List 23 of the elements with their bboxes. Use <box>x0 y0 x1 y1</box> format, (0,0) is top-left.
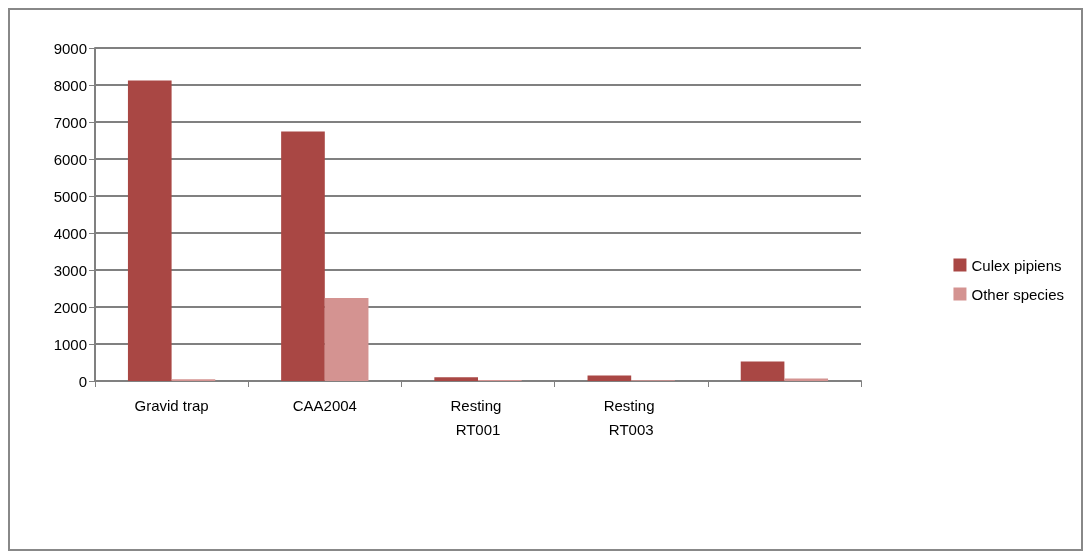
bar <box>324 298 369 381</box>
bar <box>740 361 785 381</box>
x-tick-label: Resting RT001 <box>450 396 506 438</box>
y-tick-label: 9000 <box>53 39 87 57</box>
y-tick-label: 8000 <box>53 76 87 94</box>
y-tick-label: 3000 <box>53 261 87 279</box>
legend-label: Culex pipiens <box>971 256 1062 274</box>
bar <box>784 378 829 381</box>
bar <box>587 375 632 381</box>
x-tick-label: Resting RT003 <box>603 396 659 438</box>
y-tick-label: 6000 <box>53 150 87 168</box>
y-tick-label: 0 <box>78 372 87 390</box>
y-tick-label: 4000 <box>53 224 87 242</box>
bar <box>434 377 478 381</box>
y-tick-label: 1000 <box>53 335 87 353</box>
legend-label: Other species <box>971 285 1065 303</box>
y-tick-label: 2000 <box>53 298 87 316</box>
bar <box>127 80 172 381</box>
x-tick-label: Gravid trap <box>134 396 209 414</box>
x-tick-label: CAA2004 <box>292 396 357 414</box>
y-tick-label: 7000 <box>53 113 87 131</box>
y-tick-label: 5000 <box>53 187 87 205</box>
bar <box>281 131 325 381</box>
